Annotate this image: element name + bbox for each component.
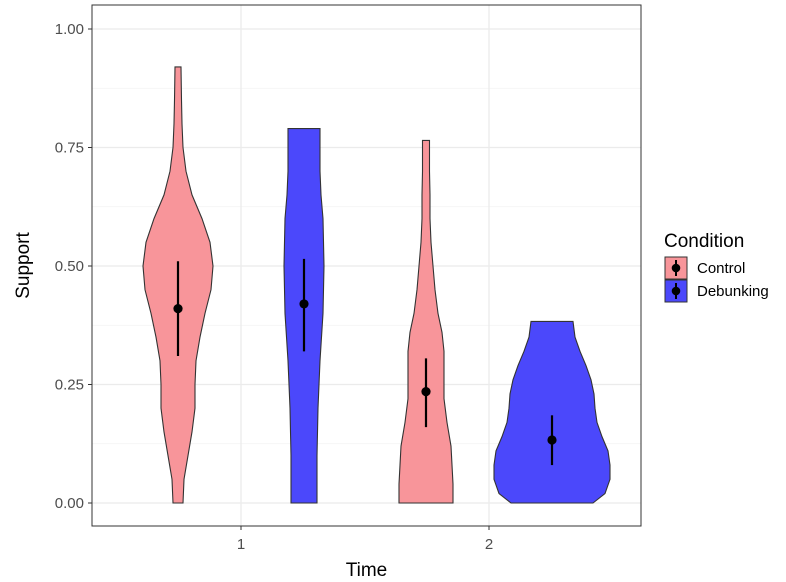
legend-label: Control: [697, 260, 745, 277]
legend-label: Debunking: [697, 283, 769, 300]
mean-point: [173, 304, 183, 314]
x-axis-title: Time: [346, 560, 388, 581]
y-tick-label: 1.00: [55, 21, 84, 38]
y-axis-title: Support: [13, 232, 34, 299]
legend: Condition Control Debunking: [664, 231, 769, 303]
violin-control-2: [398, 139, 454, 504]
violins: [142, 66, 611, 504]
y-axis: 0.00 0.25 0.50 0.75 1.00: [55, 21, 92, 512]
legend-key-point: [671, 286, 681, 296]
y-tick-label: 0.75: [55, 140, 84, 157]
y-tick-label: 0.00: [55, 495, 84, 512]
violin-debunking-2: [493, 320, 611, 504]
mean-point: [299, 299, 309, 309]
x-tick-label: 1: [237, 536, 245, 553]
legend-key-point: [671, 263, 681, 273]
y-tick-label: 0.50: [55, 258, 84, 275]
legend-title: Condition: [664, 231, 744, 252]
y-tick-label: 0.25: [55, 377, 84, 394]
mean-point: [421, 387, 431, 397]
mean-point: [547, 435, 557, 445]
error-bars: [173, 258, 557, 466]
x-tick-label: 2: [485, 536, 493, 553]
